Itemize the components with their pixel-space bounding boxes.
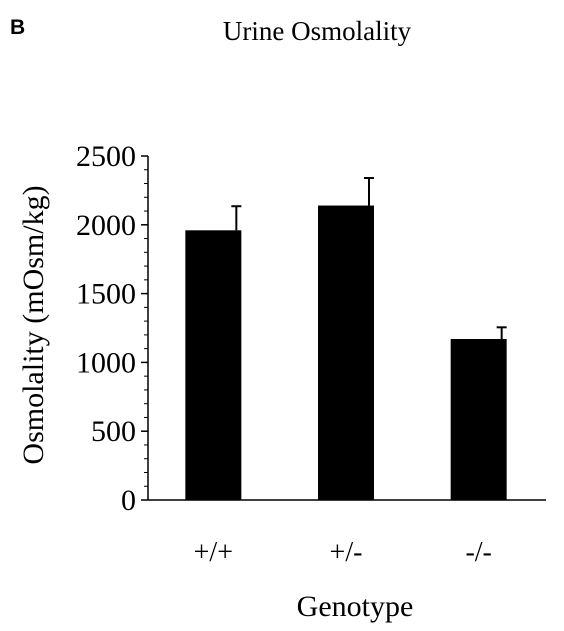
y-tick-label: 2500 [76,140,136,173]
x-axis-label: Genotype [297,590,414,623]
bars [185,205,507,500]
bar [450,339,507,500]
y-tick-label: 2000 [76,209,136,242]
panel-label: B [10,16,25,39]
bar [185,230,242,500]
y-axis-label: Osmolality (mOsm/kg) [17,185,50,464]
x-category-label: +/+ [194,537,233,568]
y-tick-label: 0 [121,484,136,517]
y-tick-label: 1500 [76,278,136,311]
x-category-label: -/- [465,537,491,568]
bar [318,205,374,500]
y-axis: 0 500 1000 1500 2000 2500 [76,140,149,517]
error-bars [231,177,507,340]
y-tick-label: 1000 [76,346,136,379]
y-tick-label: 500 [91,415,136,448]
x-category-label: +/- [330,537,363,568]
category-labels: +/+ +/- -/- [194,537,492,568]
chart-title: Urine Osmolality [223,16,412,46]
